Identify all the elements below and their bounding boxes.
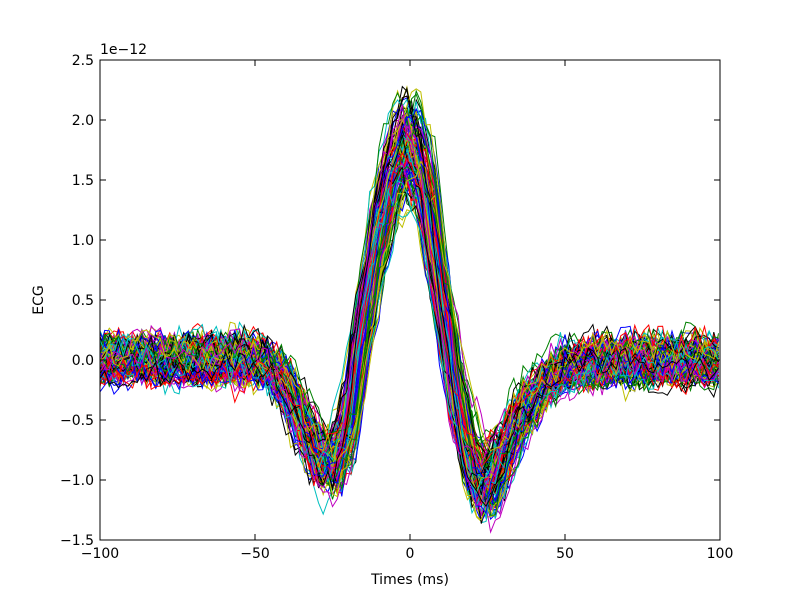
ecg-trace-line — [100, 158, 719, 484]
ecg-trace-line — [100, 166, 719, 475]
ecg-trace-line — [100, 171, 719, 471]
ecg-trace-line — [100, 146, 719, 486]
ecg-trace-line — [100, 138, 719, 507]
ecg-trace-line — [100, 171, 719, 479]
ecg-trace-line — [100, 179, 719, 495]
ecg-trace-line — [100, 176, 719, 472]
ecg-trace-line — [100, 143, 719, 509]
ecg-trace-line — [100, 176, 719, 474]
y-tick-label: 0.0 — [72, 353, 94, 369]
ecg-trace-line — [100, 177, 719, 461]
y-axis: −1.5 −1.0 −0.5 0.0 0.5 1.0 1.5 2.0 2.5 — [60, 53, 720, 549]
ecg-trace-line — [100, 147, 719, 471]
x-axis: −100 −50 0 50 100 — [81, 60, 734, 562]
ecg-trace-line — [100, 95, 719, 507]
ecg-trace-line — [100, 146, 719, 488]
ecg-trace-line — [100, 175, 719, 474]
x-tick-label: 50 — [556, 546, 574, 562]
y-tick-label: −0.5 — [60, 413, 94, 429]
x-tick-label: −50 — [240, 546, 270, 562]
ecg-trace-line — [100, 152, 719, 468]
ecg-trace-line — [100, 113, 719, 515]
x-tick-label: 0 — [406, 546, 415, 562]
y-tick-label: 2.5 — [72, 53, 94, 69]
ecg-trace-line — [100, 160, 719, 466]
x-axis-label: Times (ms) — [370, 572, 449, 588]
y-tick-label: 1.5 — [72, 173, 94, 189]
y-offset-label: 1e−12 — [100, 42, 147, 58]
y-tick-label: −1.5 — [60, 533, 94, 549]
ecg-trace-line — [100, 104, 719, 506]
ecg-trace-line — [100, 157, 719, 483]
ecg-trace-line — [100, 172, 719, 470]
ecg-trace-line — [100, 168, 719, 483]
y-axis-label: ECG — [31, 285, 47, 314]
y-tick-label: 2.0 — [72, 113, 94, 129]
ecg-trace-line — [100, 161, 719, 470]
ecg-trace-line — [100, 165, 719, 486]
ecg-trace-line — [100, 139, 719, 500]
ecg-trace-line — [100, 143, 719, 505]
ecg-trace-line — [100, 143, 719, 502]
ecg-traces — [100, 85, 719, 534]
ecg-trace-line — [100, 150, 719, 468]
y-tick-label: −1.0 — [60, 473, 94, 489]
ecg-trace-line — [100, 160, 719, 462]
x-tick-label: −100 — [81, 546, 119, 562]
ecg-trace-line — [100, 168, 719, 475]
y-tick-label: 1.0 — [72, 233, 94, 249]
ecg-trace-line — [100, 161, 719, 466]
ecg-trace-line — [100, 160, 719, 463]
ecg-trace-line — [100, 115, 719, 516]
ecg-trace-line — [100, 138, 719, 498]
ecg-trace-line — [100, 162, 719, 466]
ecg-trace-line — [100, 165, 719, 487]
ecg-trace-line — [100, 144, 719, 488]
y-tick-label: 0.5 — [72, 293, 94, 309]
x-tick-label: 100 — [707, 546, 734, 562]
ecg-trace-line — [100, 172, 719, 478]
